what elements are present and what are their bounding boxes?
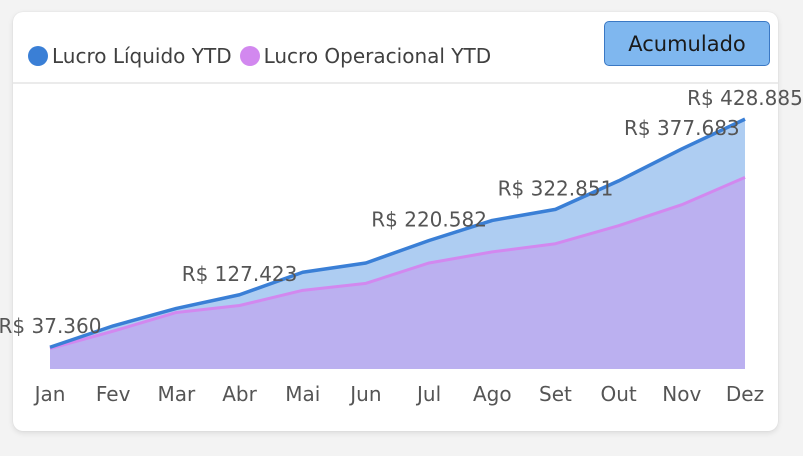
data-label-set: R$ 322.851	[498, 176, 614, 200]
x-tick-ago: Ago	[473, 382, 512, 406]
data-label-abr: R$ 127.423	[182, 262, 298, 286]
x-tick-mar: Mar	[157, 382, 196, 406]
legend-label-operating-profit: Lucro Operacional YTD	[263, 44, 492, 68]
x-tick-jun: Jun	[348, 382, 381, 406]
x-tick-out: Out	[601, 382, 637, 406]
data-label-jan: R$ 37.360	[0, 314, 101, 338]
x-tick-abr: Abr	[222, 382, 257, 406]
legend-item-operating-profit[interactable]: Lucro Operacional YTD	[239, 44, 492, 68]
accumulated-toggle-button[interactable]: Acumulado	[604, 21, 770, 66]
x-tick-dez: Dez	[726, 382, 764, 406]
data-label-dez: R$ 428.885	[687, 86, 803, 110]
x-tick-mai: Mai	[285, 382, 320, 406]
x-tick-jan: Jan	[33, 382, 66, 406]
operating-profit-area	[50, 177, 745, 369]
legend-dot-operating-profit	[239, 46, 260, 66]
x-tick-fev: Fev	[96, 382, 131, 406]
x-tick-jul: Jul	[415, 382, 441, 406]
legend-label-net-profit: Lucro Líquido YTD	[52, 44, 232, 68]
x-tick-set: Set	[539, 382, 572, 406]
header-divider	[13, 82, 778, 84]
x-tick-nov: Nov	[662, 382, 701, 406]
net-profit-line	[49, 117, 746, 349]
legend-item-net-profit[interactable]: Lucro Líquido YTD	[28, 44, 232, 68]
legend-dot-net-profit	[28, 46, 48, 66]
data-label-jul: R$ 220.582	[371, 207, 487, 231]
operating-profit-line	[49, 175, 746, 351]
chart-legend: Lucro Líquido YTD Lucro Operacional YTD	[28, 40, 499, 72]
data-label-nov: R$ 377.683	[624, 116, 740, 140]
